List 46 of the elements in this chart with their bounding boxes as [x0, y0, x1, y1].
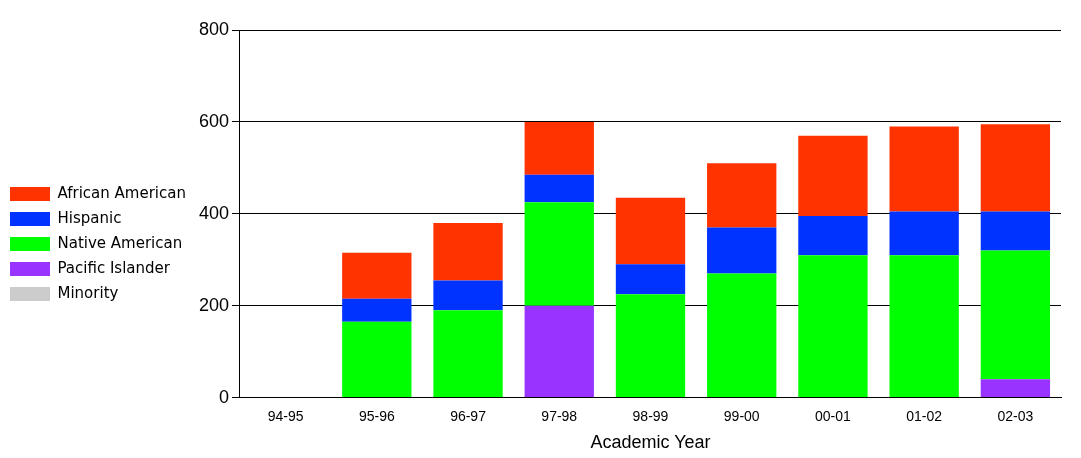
y-tick-label: 600	[198, 110, 229, 131]
bar	[342, 298, 412, 322]
bar	[433, 222, 503, 281]
bar	[707, 163, 777, 228]
bar	[889, 126, 959, 212]
bar	[615, 197, 686, 265]
bar	[798, 255, 868, 398]
bar	[524, 121, 594, 175]
bar	[342, 321, 412, 398]
x-tick-label: 01-02	[906, 407, 943, 424]
bar	[889, 211, 959, 256]
bar	[798, 216, 868, 256]
x-tick-label: 02-03	[997, 407, 1034, 424]
legend-label: Hispanic	[57, 208, 122, 227]
x-tick-label: 97-98	[541, 407, 578, 424]
bar	[980, 211, 1051, 251]
bar	[980, 250, 1051, 380]
x-axis-title: Academic Year	[590, 432, 711, 453]
bar	[524, 202, 594, 306]
bar	[889, 255, 959, 398]
legend-label: Native American	[57, 233, 183, 252]
bar	[615, 264, 686, 295]
legend-label: African American	[57, 183, 186, 202]
x-tick-label: 98-99	[632, 407, 669, 424]
x-tick-label: 95-96	[358, 407, 395, 424]
y-tick-label: 400	[198, 202, 229, 223]
bar	[342, 252, 412, 299]
bar	[615, 294, 686, 398]
bar	[524, 305, 594, 398]
bar	[707, 273, 777, 398]
x-tick-label: 99-00	[723, 407, 760, 424]
bar	[433, 310, 503, 398]
bar	[524, 174, 594, 203]
legend-label: Minority	[57, 283, 119, 302]
y-tick-label: 0	[218, 386, 229, 407]
legend-label: Pacific Islander	[57, 258, 171, 277]
x-tick-label: 94-95	[267, 407, 304, 424]
bar	[980, 124, 1051, 212]
bar	[433, 280, 503, 311]
bar	[798, 135, 868, 217]
x-tick-label: 00-01	[815, 407, 852, 424]
y-tick-label: 200	[198, 294, 229, 315]
bar	[707, 227, 777, 274]
y-tick-label: 800	[198, 18, 229, 39]
bar	[980, 379, 1051, 398]
x-tick-label: 96-97	[450, 407, 487, 424]
